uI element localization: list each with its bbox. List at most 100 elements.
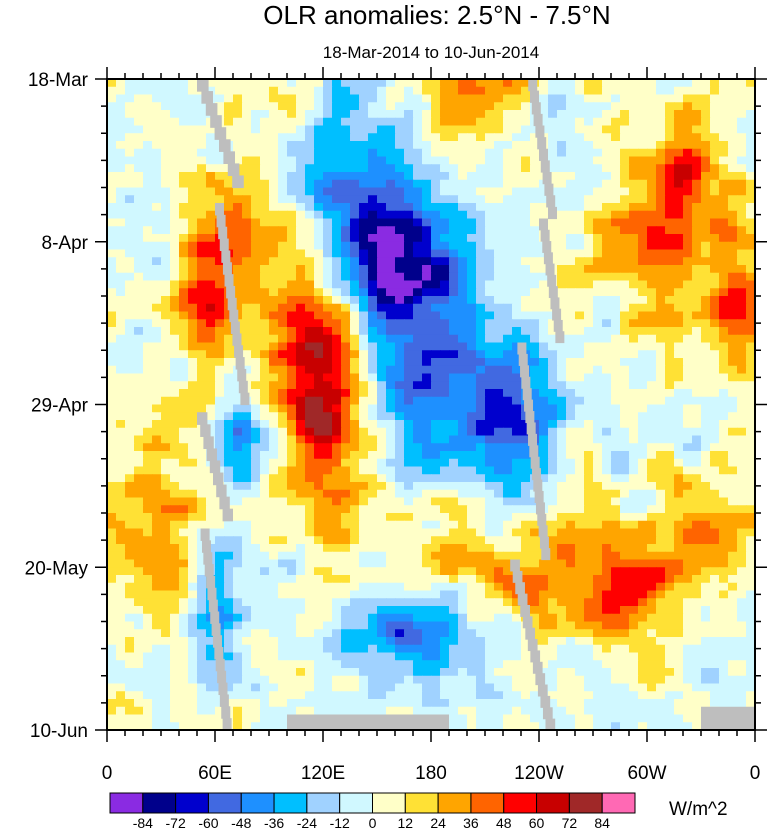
anomaly-cell bbox=[161, 102, 171, 111]
anomaly-cell bbox=[539, 319, 549, 328]
anomaly-cell bbox=[323, 567, 333, 576]
anomaly-cell bbox=[107, 613, 117, 623]
anomaly-cell bbox=[449, 497, 459, 506]
anomaly-cell bbox=[359, 381, 369, 390]
anomaly-cell bbox=[188, 350, 198, 359]
anomaly-cell bbox=[503, 567, 513, 576]
anomaly-cell bbox=[125, 458, 135, 468]
anomaly-cell bbox=[242, 226, 252, 235]
anomaly-cell bbox=[629, 234, 639, 243]
anomaly-cell bbox=[422, 497, 432, 506]
anomaly-cell bbox=[584, 110, 594, 119]
anomaly-cell bbox=[125, 203, 135, 212]
anomaly-cell bbox=[395, 203, 405, 212]
anomaly-cell bbox=[197, 435, 207, 444]
anomaly-cell bbox=[467, 94, 477, 103]
anomaly-cell bbox=[494, 272, 504, 282]
anomaly-cell bbox=[620, 102, 630, 111]
anomaly-cell bbox=[287, 218, 297, 227]
anomaly-cell bbox=[683, 536, 693, 545]
anomaly-cell bbox=[620, 497, 630, 506]
anomaly-cell bbox=[593, 350, 603, 359]
anomaly-cell bbox=[647, 249, 657, 258]
anomaly-cell bbox=[278, 381, 288, 390]
anomaly-cell bbox=[134, 451, 144, 460]
anomaly-cell bbox=[467, 505, 477, 514]
anomaly-cell bbox=[278, 582, 288, 592]
anomaly-cell bbox=[728, 505, 738, 514]
anomaly-cell bbox=[566, 241, 576, 251]
anomaly-cell bbox=[260, 288, 270, 297]
anomaly-cell bbox=[494, 102, 504, 111]
anomaly-cell bbox=[314, 257, 324, 266]
anomaly-cell bbox=[458, 482, 468, 491]
anomaly-cell bbox=[746, 567, 756, 576]
anomaly-cell bbox=[530, 528, 540, 537]
anomaly-cell bbox=[449, 125, 459, 134]
anomaly-cell bbox=[638, 172, 648, 181]
anomaly-cell bbox=[332, 187, 342, 196]
anomaly-cell bbox=[692, 195, 702, 204]
anomaly-cell bbox=[395, 179, 405, 189]
anomaly-cell bbox=[224, 598, 234, 607]
anomaly-cell bbox=[188, 412, 198, 421]
anomaly-cell bbox=[233, 590, 243, 599]
anomaly-cell bbox=[188, 606, 198, 615]
anomaly-cell bbox=[737, 536, 747, 545]
anomaly-cell bbox=[161, 79, 171, 88]
anomaly-cell bbox=[728, 342, 738, 351]
anomaly-cell bbox=[413, 582, 423, 592]
anomaly-cell bbox=[539, 404, 549, 413]
anomaly-cell bbox=[269, 280, 279, 289]
anomaly-cell bbox=[413, 226, 423, 235]
anomaly-cell bbox=[476, 241, 486, 251]
anomaly-cell bbox=[368, 156, 378, 165]
anomaly-cell bbox=[674, 342, 684, 351]
anomaly-cell bbox=[404, 598, 414, 607]
anomaly-cell bbox=[278, 86, 288, 96]
anomaly-cell bbox=[719, 133, 729, 142]
anomaly-cell bbox=[332, 195, 342, 204]
anomaly-cell bbox=[521, 474, 531, 483]
anomaly-cell bbox=[125, 435, 135, 444]
anomaly-cell bbox=[494, 172, 504, 181]
anomaly-cell bbox=[260, 133, 270, 142]
anomaly-cell bbox=[602, 265, 612, 274]
anomaly-cell bbox=[395, 497, 405, 506]
anomaly-cell bbox=[386, 203, 396, 212]
anomaly-cell bbox=[593, 226, 603, 235]
anomaly-cell bbox=[629, 141, 639, 150]
anomaly-cell bbox=[242, 234, 252, 243]
anomaly-cell bbox=[449, 350, 459, 359]
anomaly-cell bbox=[494, 396, 504, 406]
anomaly-cell bbox=[314, 311, 324, 320]
anomaly-cell bbox=[656, 342, 666, 351]
anomaly-cell bbox=[224, 575, 234, 584]
anomaly-cell bbox=[584, 125, 594, 134]
anomaly-cell bbox=[719, 412, 729, 421]
anomaly-cell bbox=[548, 489, 558, 499]
anomaly-cell bbox=[197, 520, 207, 530]
anomaly-cell bbox=[485, 296, 495, 305]
anomaly-cell bbox=[467, 327, 477, 336]
anomaly-cell bbox=[377, 582, 387, 592]
anomaly-cell bbox=[530, 575, 540, 584]
anomaly-cell bbox=[152, 513, 162, 522]
anomaly-cell bbox=[449, 179, 459, 189]
anomaly-cell bbox=[440, 79, 450, 88]
anomaly-cell bbox=[341, 203, 351, 212]
anomaly-cell bbox=[692, 280, 702, 289]
anomaly-cell bbox=[269, 559, 279, 568]
anomaly-cell bbox=[746, 334, 756, 344]
anomaly-cell bbox=[539, 396, 549, 406]
anomaly-cell bbox=[116, 575, 126, 584]
anomaly-cell bbox=[179, 311, 189, 320]
anomaly-cell bbox=[242, 303, 252, 313]
anomaly-cell bbox=[152, 373, 162, 382]
anomaly-cell bbox=[611, 420, 621, 429]
anomaly-cell bbox=[557, 420, 567, 429]
anomaly-cell bbox=[197, 179, 207, 189]
anomaly-cell bbox=[512, 443, 522, 452]
anomaly-cell bbox=[287, 334, 297, 344]
anomaly-cell bbox=[539, 373, 549, 382]
